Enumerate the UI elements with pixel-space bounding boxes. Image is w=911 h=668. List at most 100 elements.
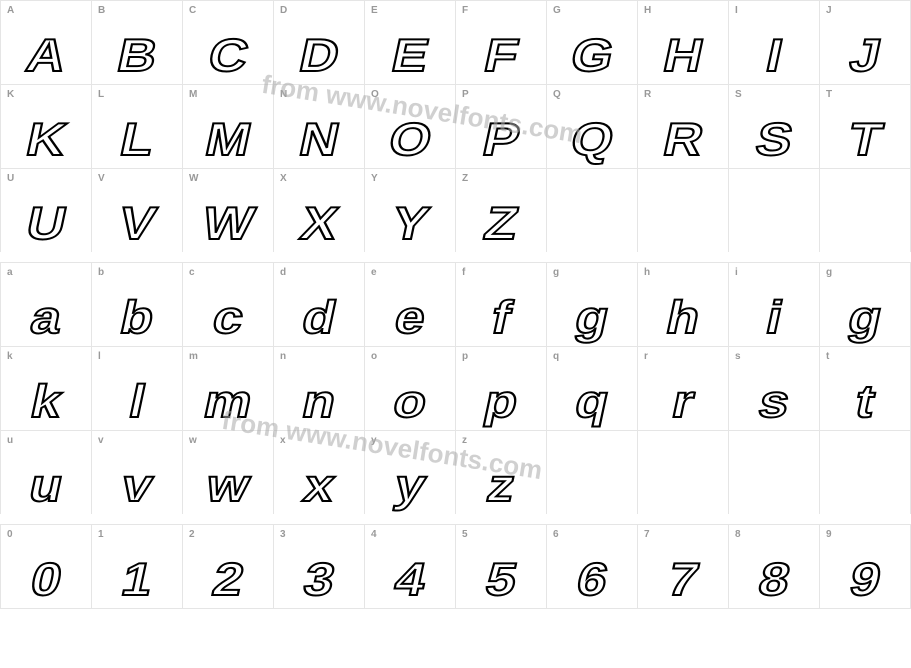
char-label: R (644, 89, 651, 100)
char-label: L (98, 89, 104, 100)
char-glyph: Y (388, 200, 432, 246)
char-glyph: E (388, 32, 432, 78)
char-label: Y (371, 173, 378, 184)
char-cell: VV (91, 169, 182, 252)
char-label: 8 (735, 529, 741, 540)
char-cell: GG (546, 1, 637, 84)
char-cell: dd (273, 263, 364, 346)
char-glyph: c (209, 294, 247, 340)
char-label: a (7, 267, 13, 278)
char-cell: vv (91, 431, 182, 514)
char-cell: hh (637, 263, 728, 346)
char-label: 2 (189, 529, 195, 540)
char-glyph: I (762, 32, 785, 78)
char-glyph: o (390, 378, 431, 424)
char-glyph: F (481, 32, 522, 78)
char-cell: tt (819, 347, 911, 430)
char-cell (728, 431, 819, 514)
char-label: C (189, 5, 196, 16)
char-cell: uu (0, 431, 91, 514)
char-glyph: y (391, 462, 429, 508)
char-cell: DD (273, 1, 364, 84)
char-cell: LL (91, 85, 182, 168)
char-cell: 44 (364, 525, 455, 608)
char-label: A (7, 5, 14, 16)
char-label: I (735, 5, 738, 16)
char-cell: EE (364, 1, 455, 84)
char-cell: II (728, 1, 819, 84)
char-cell: TT (819, 85, 911, 168)
char-label: Q (553, 89, 561, 100)
char-row: UUVVWWXXYYZZ (0, 168, 911, 252)
char-label: W (189, 173, 198, 184)
char-glyph: W (199, 200, 258, 246)
char-cell: 00 (0, 525, 91, 608)
char-glyph: 9 (846, 556, 884, 602)
char-cell: xx (273, 431, 364, 514)
char-label: B (98, 5, 105, 16)
char-cell: WW (182, 169, 273, 252)
char-label: G (553, 5, 561, 16)
char-glyph: u (26, 462, 67, 508)
char-glyph: 1 (118, 556, 156, 602)
char-label: b (98, 267, 104, 278)
char-label: h (644, 267, 650, 278)
char-row: uuvvwwxxyyzz (0, 430, 911, 514)
char-glyph: Z (481, 200, 522, 246)
char-glyph: 0 (27, 556, 65, 602)
char-cell: bb (91, 263, 182, 346)
char-cell: 22 (182, 525, 273, 608)
char-cell (637, 431, 728, 514)
char-label: z (462, 435, 467, 446)
char-label: D (280, 5, 287, 16)
char-cell: FF (455, 1, 546, 84)
char-cell: 33 (273, 525, 364, 608)
char-cell: yy (364, 431, 455, 514)
char-glyph: O (385, 116, 435, 162)
char-label: q (553, 351, 559, 362)
char-glyph: n (299, 378, 340, 424)
char-cell: 11 (91, 525, 182, 608)
char-glyph: x (300, 462, 338, 508)
char-glyph: 8 (755, 556, 793, 602)
char-glyph: k (27, 378, 65, 424)
char-cell: 99 (819, 525, 911, 608)
char-glyph: f (488, 294, 514, 340)
char-cell: CC (182, 1, 273, 84)
char-glyph: r (668, 378, 697, 424)
char-label: y (371, 435, 377, 446)
char-cell (819, 431, 911, 514)
char-cell: NN (273, 85, 364, 168)
char-label: 1 (98, 529, 104, 540)
char-cell (819, 169, 911, 252)
char-glyph: l (125, 378, 148, 424)
char-glyph: C (205, 32, 252, 78)
char-label: 5 (462, 529, 468, 540)
row-spacer (0, 514, 911, 524)
char-glyph: i (762, 294, 785, 340)
char-glyph: b (117, 294, 158, 340)
char-row: KKLLMMNNOOPPQQRRSSTT (0, 84, 911, 168)
char-cell: qq (546, 347, 637, 430)
char-glyph: B (114, 32, 161, 78)
char-label: P (462, 89, 469, 100)
char-cell: OO (364, 85, 455, 168)
char-cell: SS (728, 85, 819, 168)
char-glyph: v (118, 462, 156, 508)
char-cell (728, 169, 819, 252)
char-glyph: d (299, 294, 340, 340)
char-row: 00112233445566778899 (0, 524, 911, 609)
char-label: X (280, 173, 287, 184)
char-glyph: U (23, 200, 70, 246)
char-glyph: K (23, 116, 70, 162)
char-label: E (371, 5, 378, 16)
char-glyph: D (296, 32, 343, 78)
char-glyph: g (572, 294, 613, 340)
char-glyph: S (752, 116, 796, 162)
char-glyph: a (27, 294, 65, 340)
char-glyph: q (572, 378, 613, 424)
char-glyph: L (117, 116, 158, 162)
char-cell: KK (0, 85, 91, 168)
char-cell: JJ (819, 1, 911, 84)
char-glyph: h (663, 294, 704, 340)
